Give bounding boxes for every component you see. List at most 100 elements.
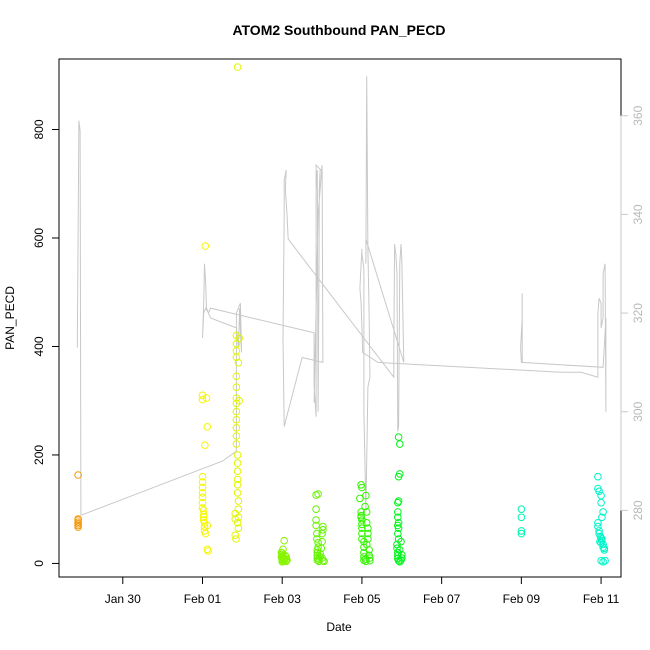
- bottom-axis-tick-label: Feb 09: [503, 592, 541, 606]
- data-point: [600, 546, 609, 554]
- chart-title: ATOM2 Southbound PAN_PECD: [232, 22, 445, 38]
- data-point: [233, 475, 242, 484]
- data-point: [204, 547, 212, 555]
- data-point: [599, 508, 607, 516]
- data-point: [358, 483, 366, 492]
- data-point: [394, 524, 403, 533]
- data-point: [362, 508, 371, 516]
- data-point: [198, 472, 207, 481]
- data-point: [202, 394, 211, 402]
- data-point: [394, 529, 402, 538]
- data-point: [595, 527, 603, 535]
- bottom-axis-tick-label: Feb 01: [184, 592, 222, 606]
- bottom-axis-tick-label: Jan 30: [105, 592, 141, 606]
- bottom-axis: Jan 30 Feb 01 Feb 03 Feb 05 Feb 07 Feb 09 Feb …: [105, 576, 620, 606]
- data-point: [232, 432, 241, 440]
- data-point: [597, 498, 605, 507]
- data-point: [356, 494, 364, 503]
- data-point: [232, 424, 241, 432]
- data-point: [398, 554, 406, 562]
- bottom-axis-tick-label: Feb 11: [583, 592, 620, 606]
- data-point: [365, 546, 373, 554]
- data-point: [203, 521, 212, 530]
- data-point: [364, 524, 372, 533]
- left-axis-tick-label: 0: [32, 560, 46, 567]
- y-axis-label: PAN_PECD: [3, 286, 17, 350]
- data-point: [313, 529, 321, 538]
- data-point: [201, 441, 209, 450]
- data-point: [318, 537, 326, 546]
- left-axis: 0 200 400 600 800: [32, 119, 60, 567]
- data-point: [599, 540, 607, 549]
- data-point: [517, 513, 526, 522]
- data-point: [594, 522, 602, 531]
- bottom-axis-tick-label: Feb 03: [264, 592, 302, 606]
- data-point: [234, 358, 243, 367]
- data-point: [234, 497, 243, 505]
- data-point: [282, 553, 291, 561]
- data-point: [233, 63, 242, 71]
- data-point: [396, 558, 404, 566]
- data-point: [396, 546, 404, 554]
- data-point: [283, 556, 291, 565]
- data-point: [233, 481, 242, 489]
- data-point: [320, 557, 328, 566]
- data-point: [277, 548, 286, 557]
- data-point: [233, 467, 242, 476]
- data-point: [357, 508, 365, 516]
- data-point: [282, 557, 291, 566]
- left-axis-tick-label: 800: [32, 119, 46, 139]
- data-point: [312, 505, 320, 514]
- right-axis-tick-label: 280: [631, 500, 645, 520]
- right-axis-tick-label: 340: [631, 204, 645, 224]
- data-point: [232, 415, 241, 424]
- data-point: [366, 554, 374, 562]
- data-point: [361, 502, 369, 511]
- data-point: [364, 529, 372, 538]
- data-point: [319, 522, 327, 531]
- data-point: [232, 407, 241, 416]
- data-point: [601, 556, 609, 565]
- data-point: [398, 551, 406, 559]
- data-point: [233, 451, 242, 459]
- data-point: [198, 395, 207, 404]
- data-point: [314, 539, 322, 547]
- data-point: [394, 433, 403, 441]
- data-point: [358, 520, 366, 529]
- data-point: [362, 491, 370, 500]
- data-point: [362, 519, 371, 527]
- data-point: [198, 483, 207, 492]
- data-point: [232, 535, 240, 543]
- left-axis-tick-label: 600: [32, 228, 46, 248]
- data-point: [312, 516, 320, 524]
- data-point: [198, 498, 207, 507]
- data-point: [201, 242, 210, 250]
- left-axis-tick-label: 200: [32, 445, 46, 465]
- data-point: [231, 509, 239, 518]
- data-point: [74, 471, 82, 479]
- data-point: [282, 555, 291, 563]
- data-point: [366, 556, 374, 565]
- points-layer: [74, 63, 609, 566]
- data-point: [74, 515, 82, 523]
- data-point: [233, 459, 242, 467]
- data-point: [364, 535, 372, 543]
- data-point: [594, 519, 602, 527]
- data-point: [201, 529, 210, 538]
- right-axis-tick-label: 360: [631, 105, 645, 125]
- right-axis-tick-label: 320: [631, 303, 645, 323]
- right-axis: 280 300 320 340 360: [620, 105, 645, 520]
- bottom-axis-tick-label: Feb 07: [423, 592, 461, 606]
- data-point: [517, 505, 526, 514]
- data-point: [358, 524, 366, 533]
- data-point: [199, 510, 208, 519]
- data-point: [232, 372, 241, 381]
- data-point: [517, 527, 526, 535]
- data-point: [235, 396, 243, 405]
- bottom-axis-tick-label: Feb 05: [343, 592, 381, 606]
- data-point: [598, 513, 606, 522]
- data-point: [234, 524, 243, 533]
- data-point: [231, 531, 239, 540]
- data-point: [394, 535, 403, 543]
